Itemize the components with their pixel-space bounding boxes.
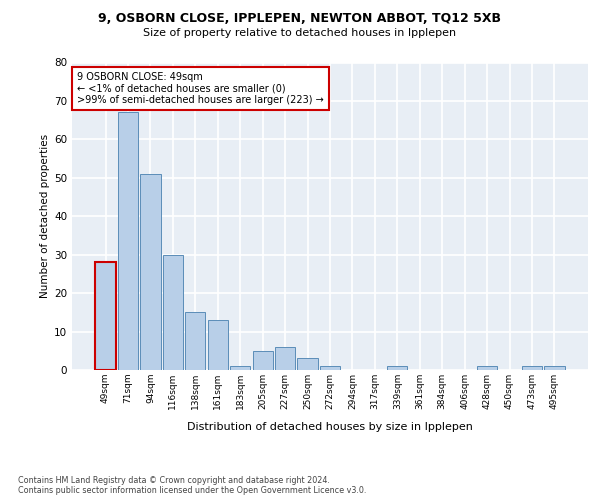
Text: 9 OSBORN CLOSE: 49sqm
← <1% of detached houses are smaller (0)
>99% of semi-deta: 9 OSBORN CLOSE: 49sqm ← <1% of detached …	[77, 72, 324, 105]
Bar	[185, 312, 205, 370]
Bar	[387, 366, 407, 370]
Bar	[95, 262, 116, 370]
Text: Distribution of detached houses by size in Ipplepen: Distribution of detached houses by size …	[187, 422, 473, 432]
Bar	[522, 366, 542, 370]
Bar	[253, 351, 273, 370]
Bar	[163, 254, 183, 370]
Bar	[118, 112, 138, 370]
Bar	[140, 174, 161, 370]
Bar	[275, 347, 295, 370]
Bar	[320, 366, 340, 370]
Text: Size of property relative to detached houses in Ipplepen: Size of property relative to detached ho…	[143, 28, 457, 38]
Text: 9, OSBORN CLOSE, IPPLEPEN, NEWTON ABBOT, TQ12 5XB: 9, OSBORN CLOSE, IPPLEPEN, NEWTON ABBOT,…	[98, 12, 502, 26]
Bar	[298, 358, 317, 370]
Text: Contains HM Land Registry data © Crown copyright and database right 2024.
Contai: Contains HM Land Registry data © Crown c…	[18, 476, 367, 495]
Y-axis label: Number of detached properties: Number of detached properties	[40, 134, 50, 298]
Bar	[544, 366, 565, 370]
Bar	[230, 366, 250, 370]
Bar	[477, 366, 497, 370]
Bar	[208, 320, 228, 370]
